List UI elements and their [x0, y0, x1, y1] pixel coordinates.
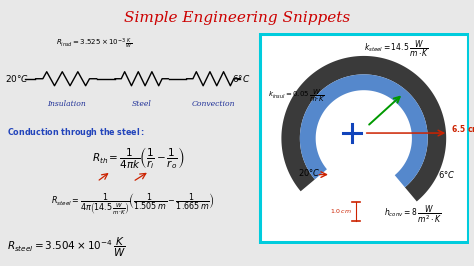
- Text: $k_{steel} = 14.5\,\dfrac{W}{m \cdot K}$: $k_{steel} = 14.5\,\dfrac{W}{m \cdot K}$: [364, 38, 429, 59]
- Polygon shape: [282, 56, 446, 201]
- Text: $6°C$: $6°C$: [438, 169, 455, 180]
- Text: $R_{steel} = 3.504 \times 10^{-4}\,\dfrac{K}{W}$: $R_{steel} = 3.504 \times 10^{-4}\,\dfra…: [7, 236, 126, 259]
- Text: Insulation: Insulation: [47, 100, 85, 108]
- Text: $20°C$: $20°C$: [299, 167, 321, 178]
- Text: Convection: Convection: [191, 100, 235, 108]
- Text: $\bf{Conduction\ through\ the\ steel:}$: $\bf{Conduction\ through\ the\ steel:}$: [7, 126, 145, 139]
- Text: Steel: Steel: [132, 100, 152, 108]
- Text: $R_{steel} = \dfrac{1}{4\pi \left(14.5\,\frac{W}{m{\cdot}K}\right)}\!\left(\dfra: $R_{steel} = \dfrac{1}{4\pi \left(14.5\,…: [51, 191, 215, 217]
- Text: $R_{th} = \dfrac{1}{4\pi k}\left(\dfrac{1}{r_i} - \dfrac{1}{r_o}\right)$: $R_{th} = \dfrac{1}{4\pi k}\left(\dfrac{…: [91, 145, 184, 171]
- Text: $R_{insd} = 3.525 \times 10^{-3}\,\frac{K}{W}$: $R_{insd} = 3.525 \times 10^{-3}\,\frac{…: [56, 36, 133, 51]
- Text: $1.0\,cm$: $1.0\,cm$: [330, 207, 352, 215]
- Text: Simple Engineering Snippets: Simple Engineering Snippets: [124, 11, 350, 25]
- Text: $6°C$: $6°C$: [232, 73, 250, 84]
- Text: $\mathbf{6.5}$ cm: $\mathbf{6.5}$ cm: [451, 123, 474, 134]
- Text: $20°C$: $20°C$: [5, 73, 29, 84]
- Text: $h_{conv} = 8\,\dfrac{W}{m^2 \cdot K}$: $h_{conv} = 8\,\dfrac{W}{m^2 \cdot K}$: [384, 203, 442, 225]
- Text: $k_{insul} = 0.05\,\dfrac{W}{m{\cdot}K}$: $k_{insul} = 0.05\,\dfrac{W}{m{\cdot}K}$: [268, 88, 325, 103]
- FancyBboxPatch shape: [260, 34, 468, 243]
- Polygon shape: [300, 74, 428, 187]
